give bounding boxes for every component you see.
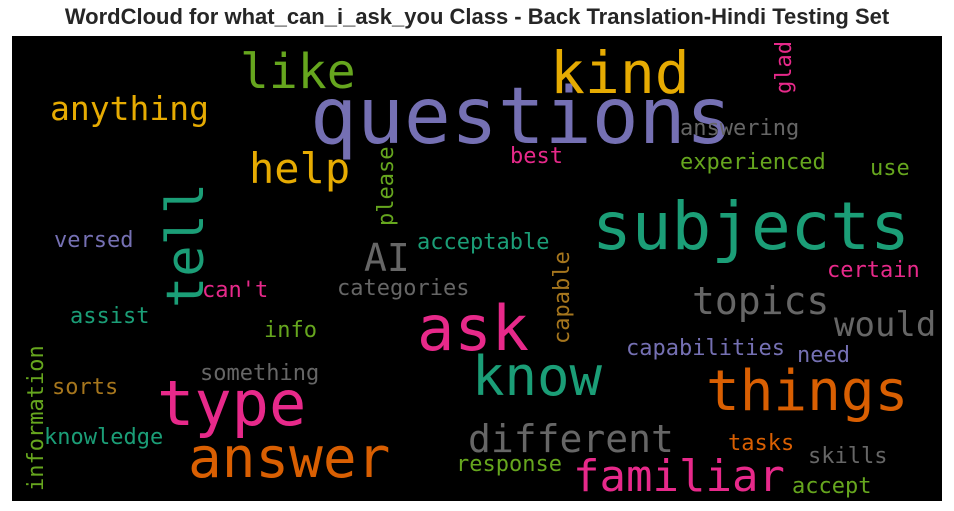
word-versed: versed bbox=[54, 228, 134, 253]
word-anything: anything bbox=[50, 89, 209, 128]
word-acceptable: acceptable bbox=[417, 230, 550, 255]
word-ask: ask bbox=[417, 292, 529, 365]
word-glad: glad bbox=[772, 41, 797, 94]
word-type: type bbox=[157, 367, 307, 440]
word-need: need bbox=[797, 343, 850, 368]
word-ai: AI bbox=[364, 236, 410, 280]
word-things: things bbox=[706, 359, 909, 424]
word-kind: kind bbox=[550, 39, 690, 107]
word-know: know bbox=[472, 345, 603, 408]
word-topics: topics bbox=[692, 279, 830, 323]
word-capable: capable bbox=[550, 251, 575, 344]
word-please: please bbox=[374, 146, 399, 226]
word-tasks: tasks bbox=[728, 431, 795, 456]
chart-title: WordCloud for what_can_i_ask_you Class -… bbox=[64, 4, 890, 29]
word-info: info bbox=[264, 318, 317, 343]
word-subjects: subjects bbox=[592, 188, 910, 265]
word-different: different bbox=[468, 417, 674, 461]
word-cloud-canvas: questions kind like anything glad answering he… bbox=[12, 36, 942, 501]
word-use: use bbox=[870, 156, 910, 181]
word-information: information bbox=[24, 345, 49, 491]
word-help: help bbox=[249, 144, 351, 193]
word-categories: categories bbox=[337, 276, 470, 301]
word-knowledge: knowledge bbox=[44, 425, 164, 450]
word-sorts: sorts bbox=[52, 375, 119, 400]
word-accept: accept bbox=[792, 474, 872, 499]
word-experienced: experienced bbox=[680, 150, 826, 175]
word-something: something bbox=[200, 361, 320, 386]
word-can-t: can't bbox=[202, 278, 269, 303]
word-questions: questions bbox=[310, 72, 733, 162]
word-skills: skills bbox=[808, 444, 888, 469]
word-best: best bbox=[510, 144, 563, 169]
word-like: like bbox=[240, 44, 356, 100]
word-answering: answering bbox=[680, 116, 800, 141]
word-response: response bbox=[456, 452, 562, 477]
word-certain: certain bbox=[827, 258, 920, 283]
word-capabilities: capabilities bbox=[626, 336, 785, 361]
word-familiar: familiar bbox=[573, 451, 785, 501]
word-answer: answer bbox=[188, 426, 391, 491]
word-assist: assist bbox=[70, 304, 150, 329]
word-would: would bbox=[834, 305, 937, 345]
